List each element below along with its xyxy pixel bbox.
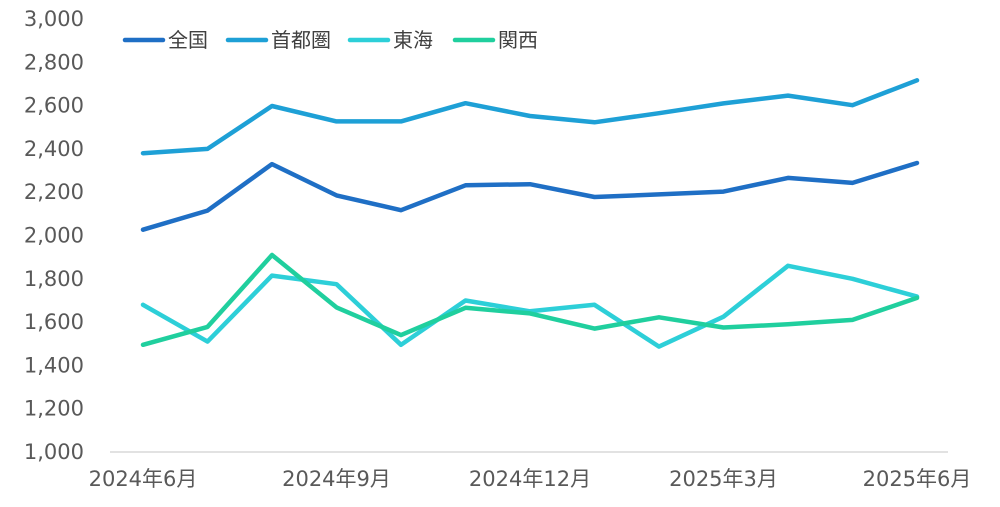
y-tick-label: 1,800 [24, 267, 84, 291]
plot-area [140, 78, 920, 349]
x-tick-label: 2025年3月 [669, 467, 778, 491]
series-line-3 [140, 263, 920, 349]
legend-label: 首都圏 [271, 28, 331, 52]
legend-label: 全国 [168, 28, 208, 52]
x-tick-label: 2025年6月 [863, 467, 972, 491]
y-tick-label: 2,000 [24, 224, 84, 248]
x-tick-label: 2024年12月 [469, 467, 591, 491]
legend-item: 首都圏 [225, 28, 331, 52]
y-tick-label: 3,000 [24, 7, 84, 31]
y-tick-label: 2,400 [24, 137, 84, 161]
y-tick-label: 1,000 [24, 440, 84, 464]
y-tick-label: 1,600 [24, 310, 84, 334]
x-tick-label: 2024年6月 [89, 467, 198, 491]
series-line-1 [140, 160, 920, 232]
y-tick-label: 2,600 [24, 94, 84, 118]
legend-label: 関西 [498, 28, 538, 52]
y-tick-label: 2,200 [24, 180, 84, 204]
legend-item: 全国 [122, 28, 208, 52]
legend-label: 東海 [393, 28, 433, 52]
y-tick-label: 2,800 [24, 50, 84, 74]
series-line-2 [140, 78, 920, 156]
x-tick-label: 2024年9月 [282, 467, 391, 491]
y-tick-label: 1,400 [24, 353, 84, 377]
x-axis: 2024年6月 2024年9月 2024年12月 2025年3月 2025年6月 [89, 467, 972, 491]
y-tick-label: 1,200 [24, 397, 84, 421]
legend-item: 関西 [452, 28, 538, 52]
series-line-4 [140, 252, 920, 348]
y-axis: 1,000 1,200 1,400 1,600 1,800 2,000 2,200 2,400… [24, 7, 84, 464]
legend: 全国 首都圏 東海 関西 [122, 28, 538, 52]
legend-item: 東海 [347, 28, 433, 52]
